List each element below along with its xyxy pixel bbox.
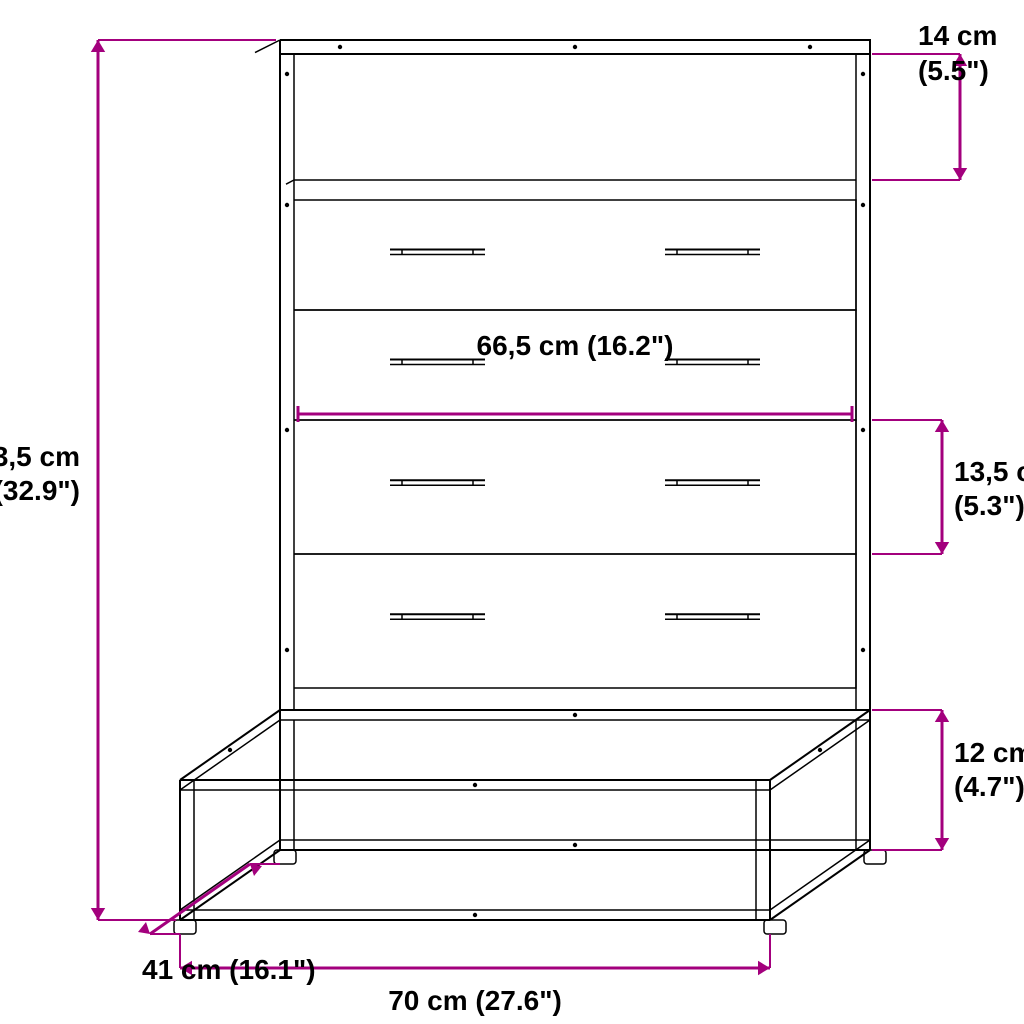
svg-text:14 cm: 14 cm — [918, 20, 997, 51]
svg-text:66,5 cm (16.2"): 66,5 cm (16.2") — [477, 330, 674, 361]
svg-text:13,5 cm: 13,5 cm — [954, 456, 1024, 487]
svg-text:(32.9"): (32.9") — [0, 475, 80, 506]
svg-text:70 cm (27.6"): 70 cm (27.6") — [388, 985, 562, 1016]
svg-text:12 cm: 12 cm — [954, 737, 1024, 768]
svg-text:41 cm (16.1"): 41 cm (16.1") — [142, 954, 316, 985]
svg-text:(4.7"): (4.7") — [954, 771, 1024, 802]
svg-text:(5.3"): (5.3") — [954, 490, 1024, 521]
svg-text:83,5 cm: 83,5 cm — [0, 441, 80, 472]
svg-text:(5.5"): (5.5") — [918, 55, 989, 86]
